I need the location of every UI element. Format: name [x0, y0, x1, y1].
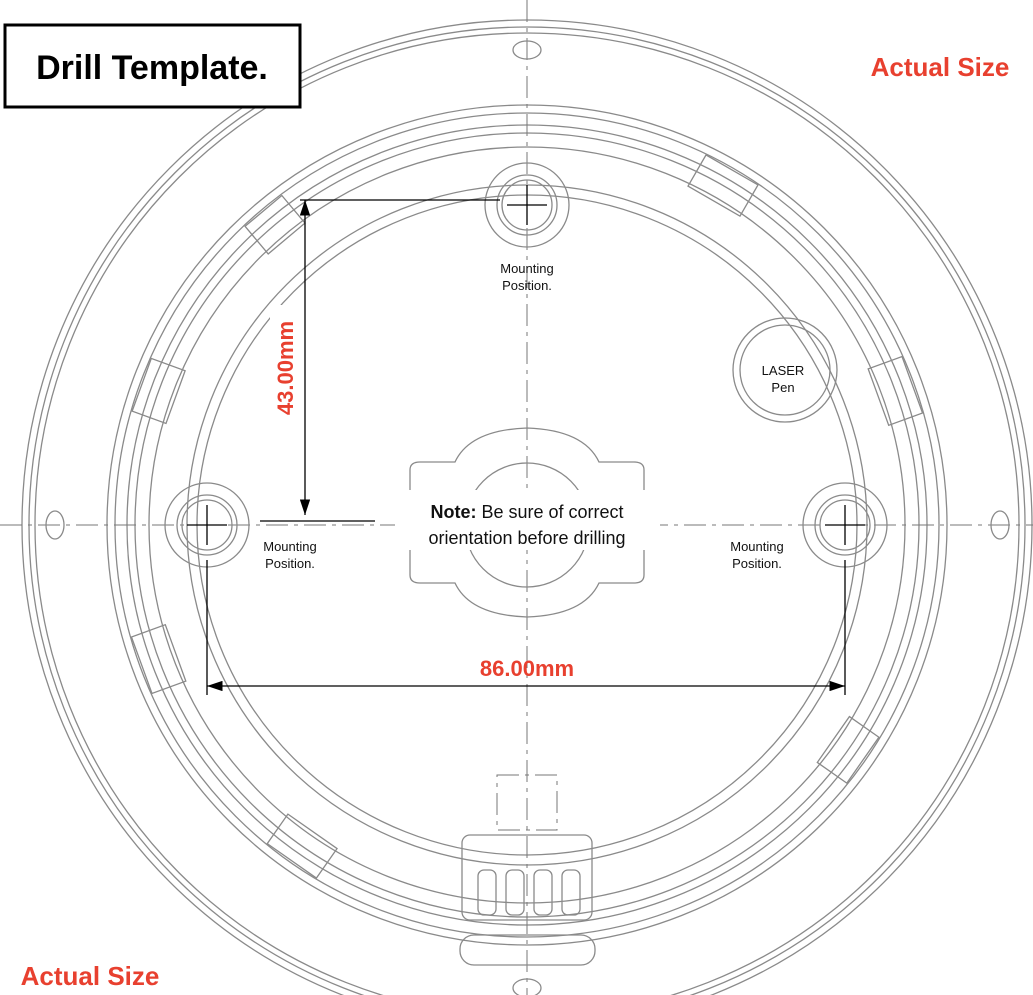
latch-slot	[562, 870, 580, 915]
mount-label: Mounting	[263, 539, 316, 554]
mount-label: Position.	[732, 556, 782, 571]
laser-label: Pen	[771, 380, 794, 395]
note-line: orientation before drilling	[428, 528, 625, 548]
laser-label: LASER	[762, 363, 805, 378]
mount-label: Mounting	[730, 539, 783, 554]
note: Note: Be sure of correct	[430, 502, 623, 522]
title: Drill Template.	[36, 49, 268, 87]
mount-label: Mounting	[500, 261, 553, 276]
scale-label: Actual Size	[21, 961, 160, 991]
scale-label: Actual Size	[871, 52, 1010, 82]
latch-slot	[506, 870, 524, 915]
mount-label: Position.	[502, 278, 552, 293]
dimension-label: 43.00mm	[273, 321, 298, 415]
latch-slot	[534, 870, 552, 915]
latch-slot	[478, 870, 496, 915]
note-line: Be sure of correct	[481, 502, 623, 522]
mount-label: Position.	[265, 556, 315, 571]
note-emphasis: Note:	[430, 502, 476, 522]
drill-template: Drill Template. Actual Size Actual Size …	[0, 0, 1033, 995]
dimension-label: 86.00mm	[480, 656, 574, 681]
